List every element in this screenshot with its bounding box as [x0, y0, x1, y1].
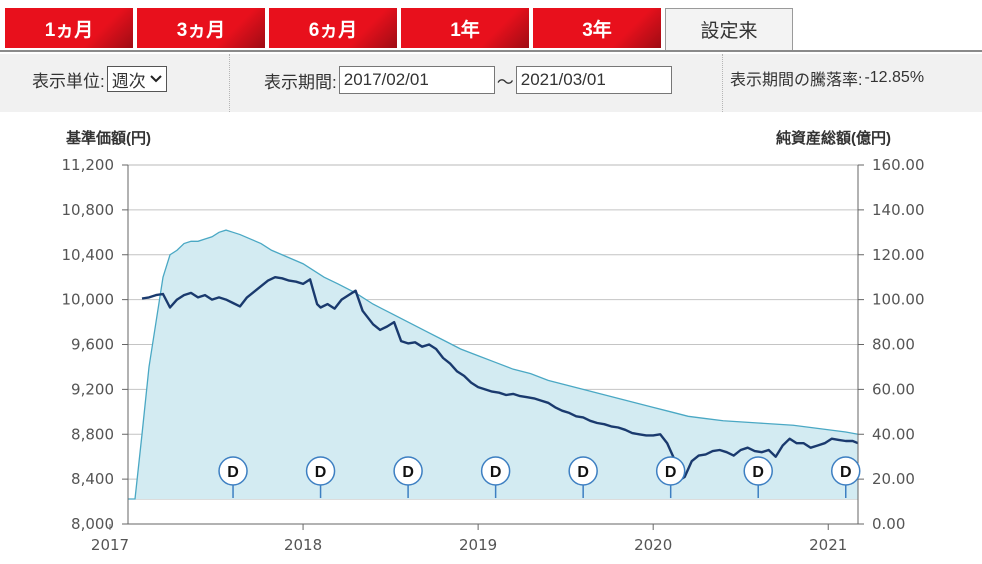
x-tick-label: 2017	[91, 536, 129, 554]
dividend-marker	[218, 456, 248, 486]
y-left-tick-label: 8,000	[71, 515, 114, 533]
dividend-marker	[393, 456, 423, 486]
y-right-tick-label: 0.00	[872, 515, 905, 533]
change-label: 表示期間の騰落率:	[730, 72, 863, 89]
tab-3-years[interactable]: 3年	[533, 8, 661, 48]
chart-controls: 表示単位: 週次 表示期間: 2017/02/01 ～ 2021/03/01 表…	[0, 54, 982, 112]
y-left-tick-label: 10,000	[62, 291, 115, 309]
unit-value: 週次	[111, 71, 146, 91]
y-right-tick-label: 40.00	[872, 425, 915, 443]
date-from-input[interactable]: 2017/02/01	[338, 66, 495, 94]
range-separator: ～	[496, 72, 514, 92]
change-summary: 表示期間の騰落率: -12.85%	[730, 66, 924, 90]
y-left-tick-label: 8,400	[71, 470, 114, 488]
unit-control: 表示単位: 週次	[32, 66, 167, 92]
period-control: 表示期間: 2017/02/01 ～ 2021/03/01	[264, 66, 672, 94]
dividend-marker	[568, 456, 598, 486]
dividend-marker-label: D	[665, 464, 677, 481]
dividend-marker	[305, 456, 336, 486]
divider	[722, 54, 723, 112]
y-left-tick-label: 8,800	[71, 425, 114, 443]
y-left-tick-label: 10,800	[62, 201, 115, 219]
dividend-marker-label: D	[315, 464, 327, 481]
dividend-marker-label: D	[840, 464, 852, 481]
dividend-marker	[480, 456, 511, 486]
period-label: 表示期間:	[264, 72, 337, 92]
dividend-marker	[830, 456, 861, 486]
assets-area	[128, 230, 858, 499]
x-tick-label: 2020	[634, 536, 672, 554]
tab-1-year[interactable]: 1年	[401, 8, 529, 48]
y-right-tick-label: 60.00	[872, 380, 915, 398]
y-right-tick-label: 80.00	[872, 336, 915, 354]
y-left-tick-label: 9,200	[71, 380, 114, 398]
y-left-tick-label: 10,400	[62, 246, 115, 264]
x-tick-label: 2021	[809, 536, 847, 554]
dividend-marker-label: D	[577, 464, 589, 481]
unit-select[interactable]: 週次	[106, 66, 167, 92]
tab-1-month[interactable]: 1ヵ月	[5, 8, 133, 48]
divider	[229, 54, 230, 112]
dividend-marker-label: D	[490, 464, 502, 481]
chevron-down-icon	[150, 75, 162, 83]
tab-3-months[interactable]: 3ヵ月	[137, 8, 265, 48]
x-tick-label: 2018	[284, 536, 322, 554]
dividend-marker-label: D	[227, 464, 239, 481]
price-chart: 基準価額(円) 純資産総額(億円) 11,200 10,800 10,400 10,0…	[62, 129, 925, 554]
x-tick-label: 2019	[459, 536, 497, 554]
y-left-tick-label: 11,200	[62, 156, 115, 174]
dividend-marker	[655, 456, 686, 486]
y-right-tick-label: 120.00	[872, 246, 925, 264]
y-right-tick-label: 140.00	[872, 201, 925, 219]
y-right-tick-label: 100.00	[872, 291, 925, 309]
y-right-tick-label: 160.00	[872, 156, 925, 174]
change-value: -12.85%	[864, 69, 925, 86]
assets-line	[128, 229, 859, 500]
unit-label: 表示単位:	[32, 71, 105, 91]
y-right-axis-title: 純資産総額(億円)	[776, 129, 891, 147]
nav-line	[141, 275, 859, 483]
tab-since-inception[interactable]: 設定来	[665, 8, 793, 50]
tab-6-months[interactable]: 6ヵ月	[269, 8, 397, 48]
dividend-marker	[743, 456, 773, 486]
y-left-axis-title: 基準価額(円)	[65, 129, 151, 147]
date-to-input[interactable]: 2021/03/01	[515, 66, 672, 94]
y-right-tick-label: 20.00	[872, 470, 915, 488]
dividend-marker-label: D	[402, 464, 414, 481]
dividend-marker-label: D	[752, 464, 764, 481]
y-left-tick-label: 9,600	[71, 336, 114, 354]
period-tabs: 1ヵ月 3ヵ月 6ヵ月 1年 3年 設定来	[0, 0, 982, 52]
